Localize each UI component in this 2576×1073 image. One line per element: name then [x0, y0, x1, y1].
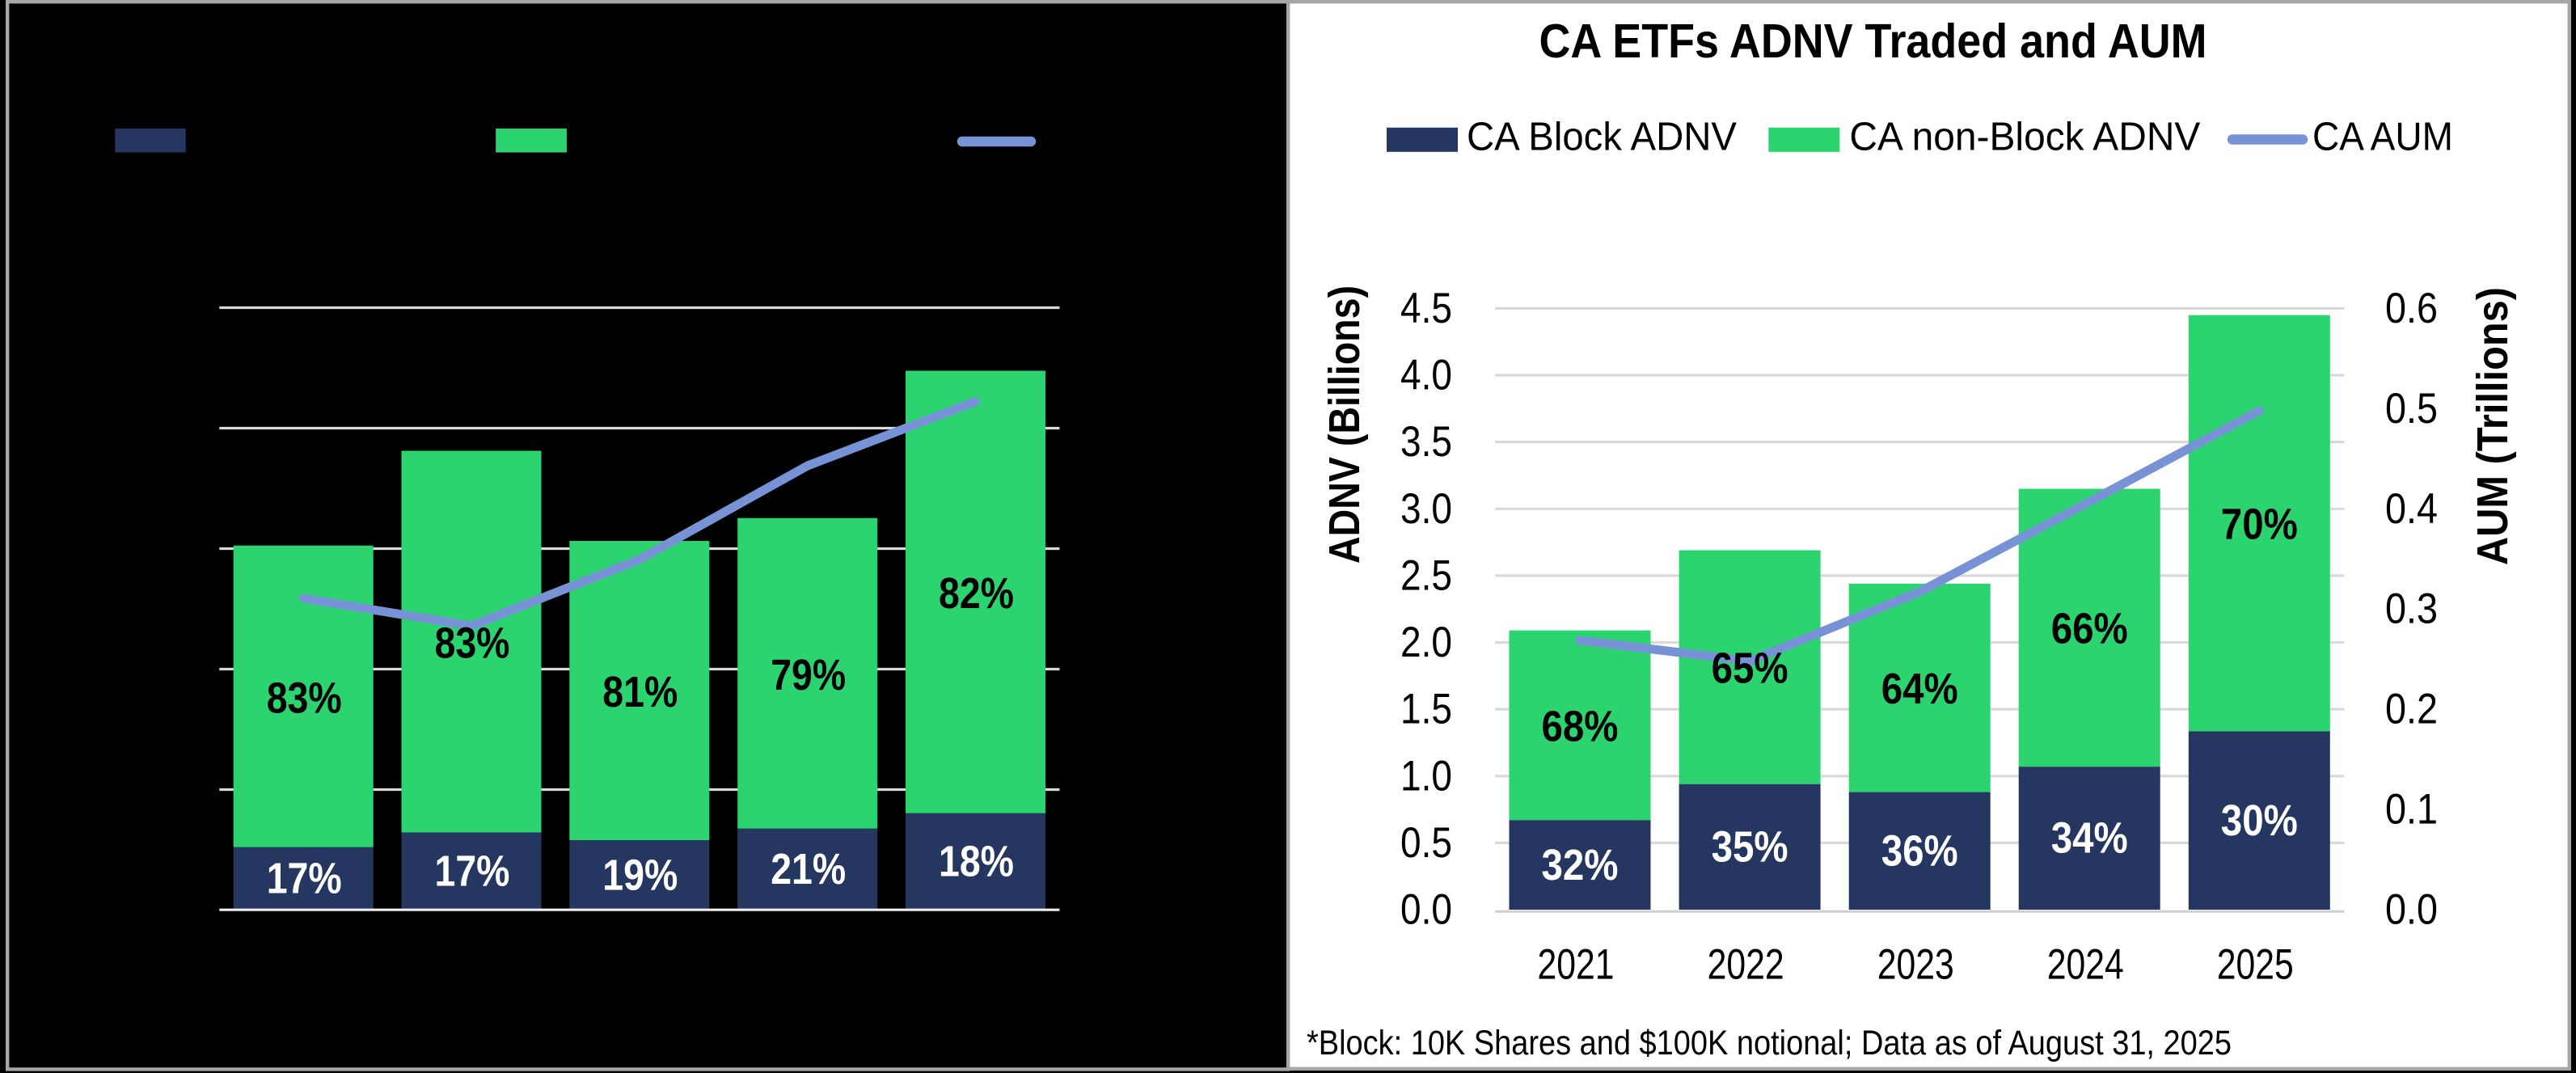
svg-text:32%: 32%: [1542, 841, 1619, 889]
svg-text:4.5: 4.5: [1400, 285, 1452, 332]
svg-text:*Block: 10K Shares and $100K n: *Block: 10K Shares and $100K notional; D…: [1307, 1024, 2232, 1062]
svg-text:0.5: 0.5: [2385, 385, 2438, 433]
svg-text:30%: 30%: [2221, 796, 2298, 845]
svg-text:0.1: 0.1: [2385, 786, 2438, 834]
svg-text:2021: 2021: [1538, 941, 1615, 989]
svg-text:CA Block ADNV: CA Block ADNV: [1467, 114, 1737, 158]
svg-text:CA AUM: CA AUM: [2312, 114, 2453, 158]
svg-text:3.0: 3.0: [1400, 485, 1452, 533]
svg-text:79%: 79%: [771, 651, 846, 699]
svg-text:2.5: 2.5: [1400, 551, 1452, 599]
svg-text:1.0: 1.0: [1400, 752, 1452, 800]
svg-text:ADNV (Billions): ADNV (Billions): [1320, 285, 1369, 564]
svg-text:0.3: 0.3: [2385, 585, 2438, 633]
svg-text:70%: 70%: [2221, 501, 2298, 549]
svg-text:19%: 19%: [602, 851, 678, 899]
svg-text:3.5: 3.5: [1400, 418, 1452, 466]
svg-text:64%: 64%: [1881, 665, 1958, 713]
svg-text:4.0: 4.0: [1400, 352, 1452, 399]
svg-text:34%: 34%: [2051, 814, 2128, 863]
svg-text:81%: 81%: [602, 668, 678, 716]
svg-text:36%: 36%: [1881, 827, 1958, 876]
svg-text:AUM (Trillions): AUM (Trillions): [2468, 287, 2517, 565]
svg-text:83%: 83%: [435, 619, 510, 668]
svg-text:17%: 17%: [267, 855, 342, 903]
svg-text:0.5: 0.5: [1400, 819, 1452, 867]
svg-text:18%: 18%: [939, 838, 1014, 886]
svg-text:82%: 82%: [939, 569, 1014, 618]
svg-text:83%: 83%: [267, 674, 342, 722]
svg-text:2023: 2023: [1877, 941, 1954, 989]
svg-text:1.5: 1.5: [1400, 686, 1452, 733]
svg-text:0.4: 0.4: [2385, 485, 2438, 533]
svg-text:65%: 65%: [1712, 644, 1788, 692]
svg-text:0.0: 0.0: [2385, 886, 2438, 934]
svg-text:CA non-Block ADNV: CA non-Block ADNV: [1849, 114, 2200, 158]
svg-text:2.0: 2.0: [1400, 619, 1452, 666]
svg-text:0.6: 0.6: [2385, 285, 2438, 332]
svg-text:2025: 2025: [2217, 941, 2294, 989]
svg-text:21%: 21%: [771, 845, 846, 893]
svg-text:2022: 2022: [1708, 941, 1784, 989]
svg-text:2024: 2024: [2047, 941, 2124, 989]
svg-text:CA ETFs ADNV Traded and AUM: CA ETFs ADNV Traded and AUM: [1539, 15, 2207, 68]
svg-text:66%: 66%: [2051, 605, 2128, 653]
svg-text:68%: 68%: [1542, 702, 1619, 750]
svg-text:17%: 17%: [435, 847, 510, 896]
svg-text:0.2: 0.2: [2385, 686, 2438, 733]
svg-text:35%: 35%: [1712, 822, 1788, 871]
svg-text:0.0: 0.0: [1400, 886, 1452, 934]
